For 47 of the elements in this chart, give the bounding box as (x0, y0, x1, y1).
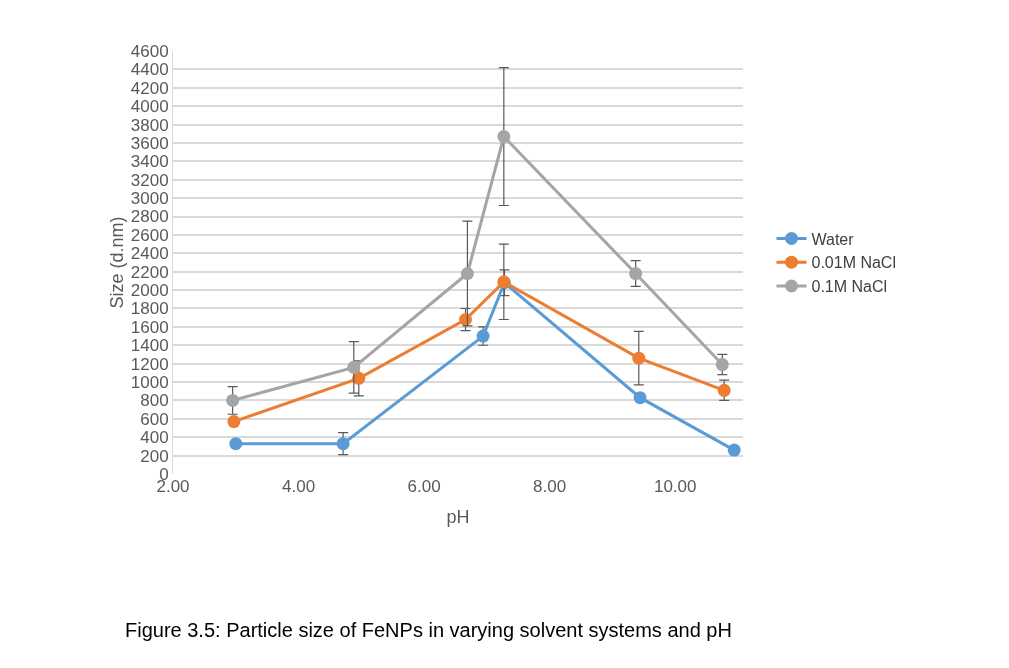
x-tick-label: 4.00 (282, 477, 316, 496)
point (717, 383, 731, 397)
y-tick-label: 3800 (130, 115, 169, 135)
point (336, 437, 350, 451)
point (632, 351, 646, 365)
y-tick-label: 2400 (130, 244, 169, 264)
x-tick-label: 8.00 (533, 477, 567, 496)
x-tick-label: 6.00 (407, 477, 441, 496)
y-tick-label: 3200 (130, 170, 169, 190)
y-tick-label: 4000 (130, 97, 169, 117)
x-tick-label: 10.00 (653, 477, 697, 496)
y-tick-label: 3600 (130, 133, 169, 153)
y-tick-label: 4400 (130, 60, 169, 80)
y-tick-label: 1200 (130, 354, 169, 374)
point (227, 415, 241, 429)
caption: Figure 3.5: Particle size of FeNPs in varying solvent systems and pH (125, 619, 732, 641)
y-tick-label: 2000 (130, 281, 169, 301)
y-tick-label: 2600 (130, 225, 169, 245)
point (633, 391, 647, 405)
legend-label: Water (811, 230, 855, 248)
legend-label: 0.1M NaCl (811, 278, 888, 296)
point (727, 443, 741, 457)
point (352, 371, 366, 385)
legend-label: 0.01M NaCl (811, 254, 896, 272)
point (460, 267, 474, 281)
y-tick-label: 4200 (130, 78, 169, 98)
y-axis-title: Size (d.nm) (106, 216, 127, 309)
y-tick-label: 1600 (130, 317, 169, 337)
y-tick-label: 1400 (130, 336, 169, 356)
point (226, 393, 240, 407)
point (497, 130, 511, 144)
y-tick-label: 2800 (130, 207, 169, 227)
y-tick-label: 1000 (130, 372, 169, 392)
y-tick-label: 1800 (130, 299, 169, 319)
y-tick-label: 4600 (130, 41, 169, 61)
y-tick-label: 2200 (130, 262, 169, 282)
point (629, 267, 643, 281)
point (347, 360, 361, 374)
point (229, 437, 243, 451)
y-tick-label: 3400 (130, 152, 169, 172)
y-tick-label: 400 (140, 428, 169, 448)
y-tick-label: 800 (140, 391, 169, 411)
y-tick-label: 200 (140, 446, 169, 466)
y-tick-label: 600 (140, 409, 169, 429)
point (715, 358, 729, 372)
x-axis-title: pH (446, 507, 470, 528)
y-tick-label: 3000 (130, 189, 169, 209)
